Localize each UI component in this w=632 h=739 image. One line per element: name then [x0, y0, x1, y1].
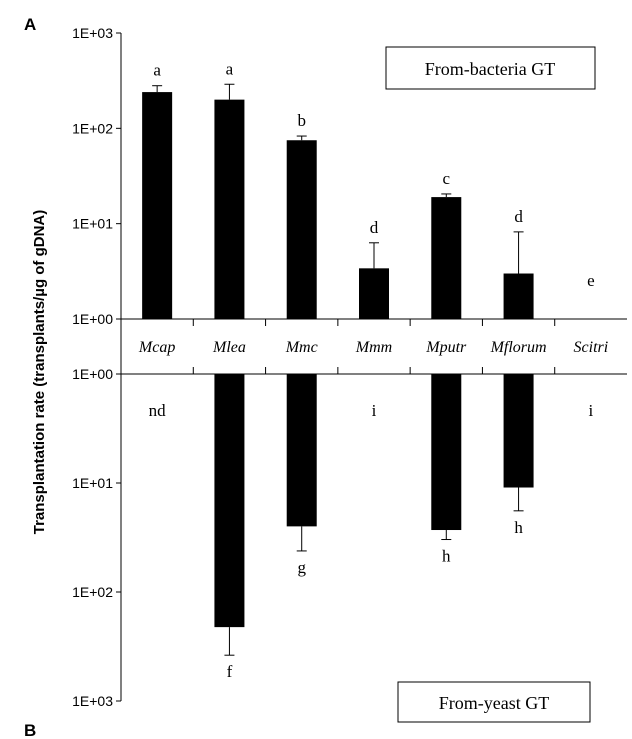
category-label: Mmc [285, 339, 318, 356]
panel-label-a: A [24, 15, 36, 34]
panel-b-bar [431, 374, 462, 531]
panel-b-group-letter: h [442, 547, 451, 566]
panel-b-group-letter: nd [149, 401, 167, 420]
panel-a-bar [431, 197, 462, 319]
panel-b-tick-label: 1E+02 [72, 584, 113, 600]
category-label: Mputr [425, 339, 467, 356]
panel-a-group-letter: c [443, 169, 451, 188]
legend-label-yeast: From-yeast GT [439, 693, 549, 713]
bars-layer [142, 83, 534, 656]
panel-b-group-letter: h [514, 518, 523, 537]
panel-b-group-letter: i [372, 401, 377, 420]
grid-layer [116, 32, 627, 702]
panel-b-group-letter: i [588, 401, 593, 420]
panel-a-bar [286, 140, 317, 319]
panel-a-tick-label: 1E+00 [72, 311, 113, 327]
panel-label-b: B [24, 721, 36, 739]
panel-a-group-letter: d [514, 207, 523, 226]
panel-a-tick-label: 1E+01 [72, 216, 113, 232]
category-label: Scitri [574, 339, 609, 356]
y-axis-label: Transplantation rate (transplants/µg of … [31, 210, 48, 535]
panel-a-tick-label: 1E+03 [72, 25, 113, 41]
panel-b-bar [503, 374, 534, 488]
panel-b-bar [286, 374, 317, 527]
panel-a-bar [359, 268, 389, 319]
category-label: Mcap [138, 339, 175, 356]
panel-b-bar [214, 374, 245, 628]
panel-a-bar [214, 99, 245, 320]
text-layer: 1E+00 1E+01 1E+02 1E+03 1E+00 1E+01 1E+02 1E+03… [72, 25, 608, 709]
panel-a-group-letter: d [370, 218, 379, 237]
panel-a-bar [503, 273, 534, 319]
panel-b-group-letter: f [227, 662, 233, 681]
legend-box-yeast: From-yeast GT [397, 681, 591, 723]
panel-a-group-letter: a [153, 61, 161, 80]
panel-a-group-letter: b [297, 111, 306, 130]
panel-a-bar [142, 92, 173, 320]
panel-b-tick-label: 1E+01 [72, 475, 113, 491]
panel-b-tick-label: 1E+00 [72, 366, 113, 382]
panel-a-group-letter: e [587, 271, 595, 290]
panel-a-tick-label: 1E+02 [72, 120, 113, 136]
panel-a-group-letter: a [226, 59, 234, 78]
panel-b-group-letter: g [297, 558, 306, 577]
legend-label-bacteria: From-bacteria GT [425, 59, 555, 79]
legend-box-bacteria: From-bacteria GT [385, 46, 596, 90]
panel-b-tick-label: 1E+03 [72, 693, 113, 709]
category-label: Mlea [212, 339, 246, 356]
category-label: Mmm [355, 339, 392, 356]
category-label: Mflorum [490, 339, 547, 356]
